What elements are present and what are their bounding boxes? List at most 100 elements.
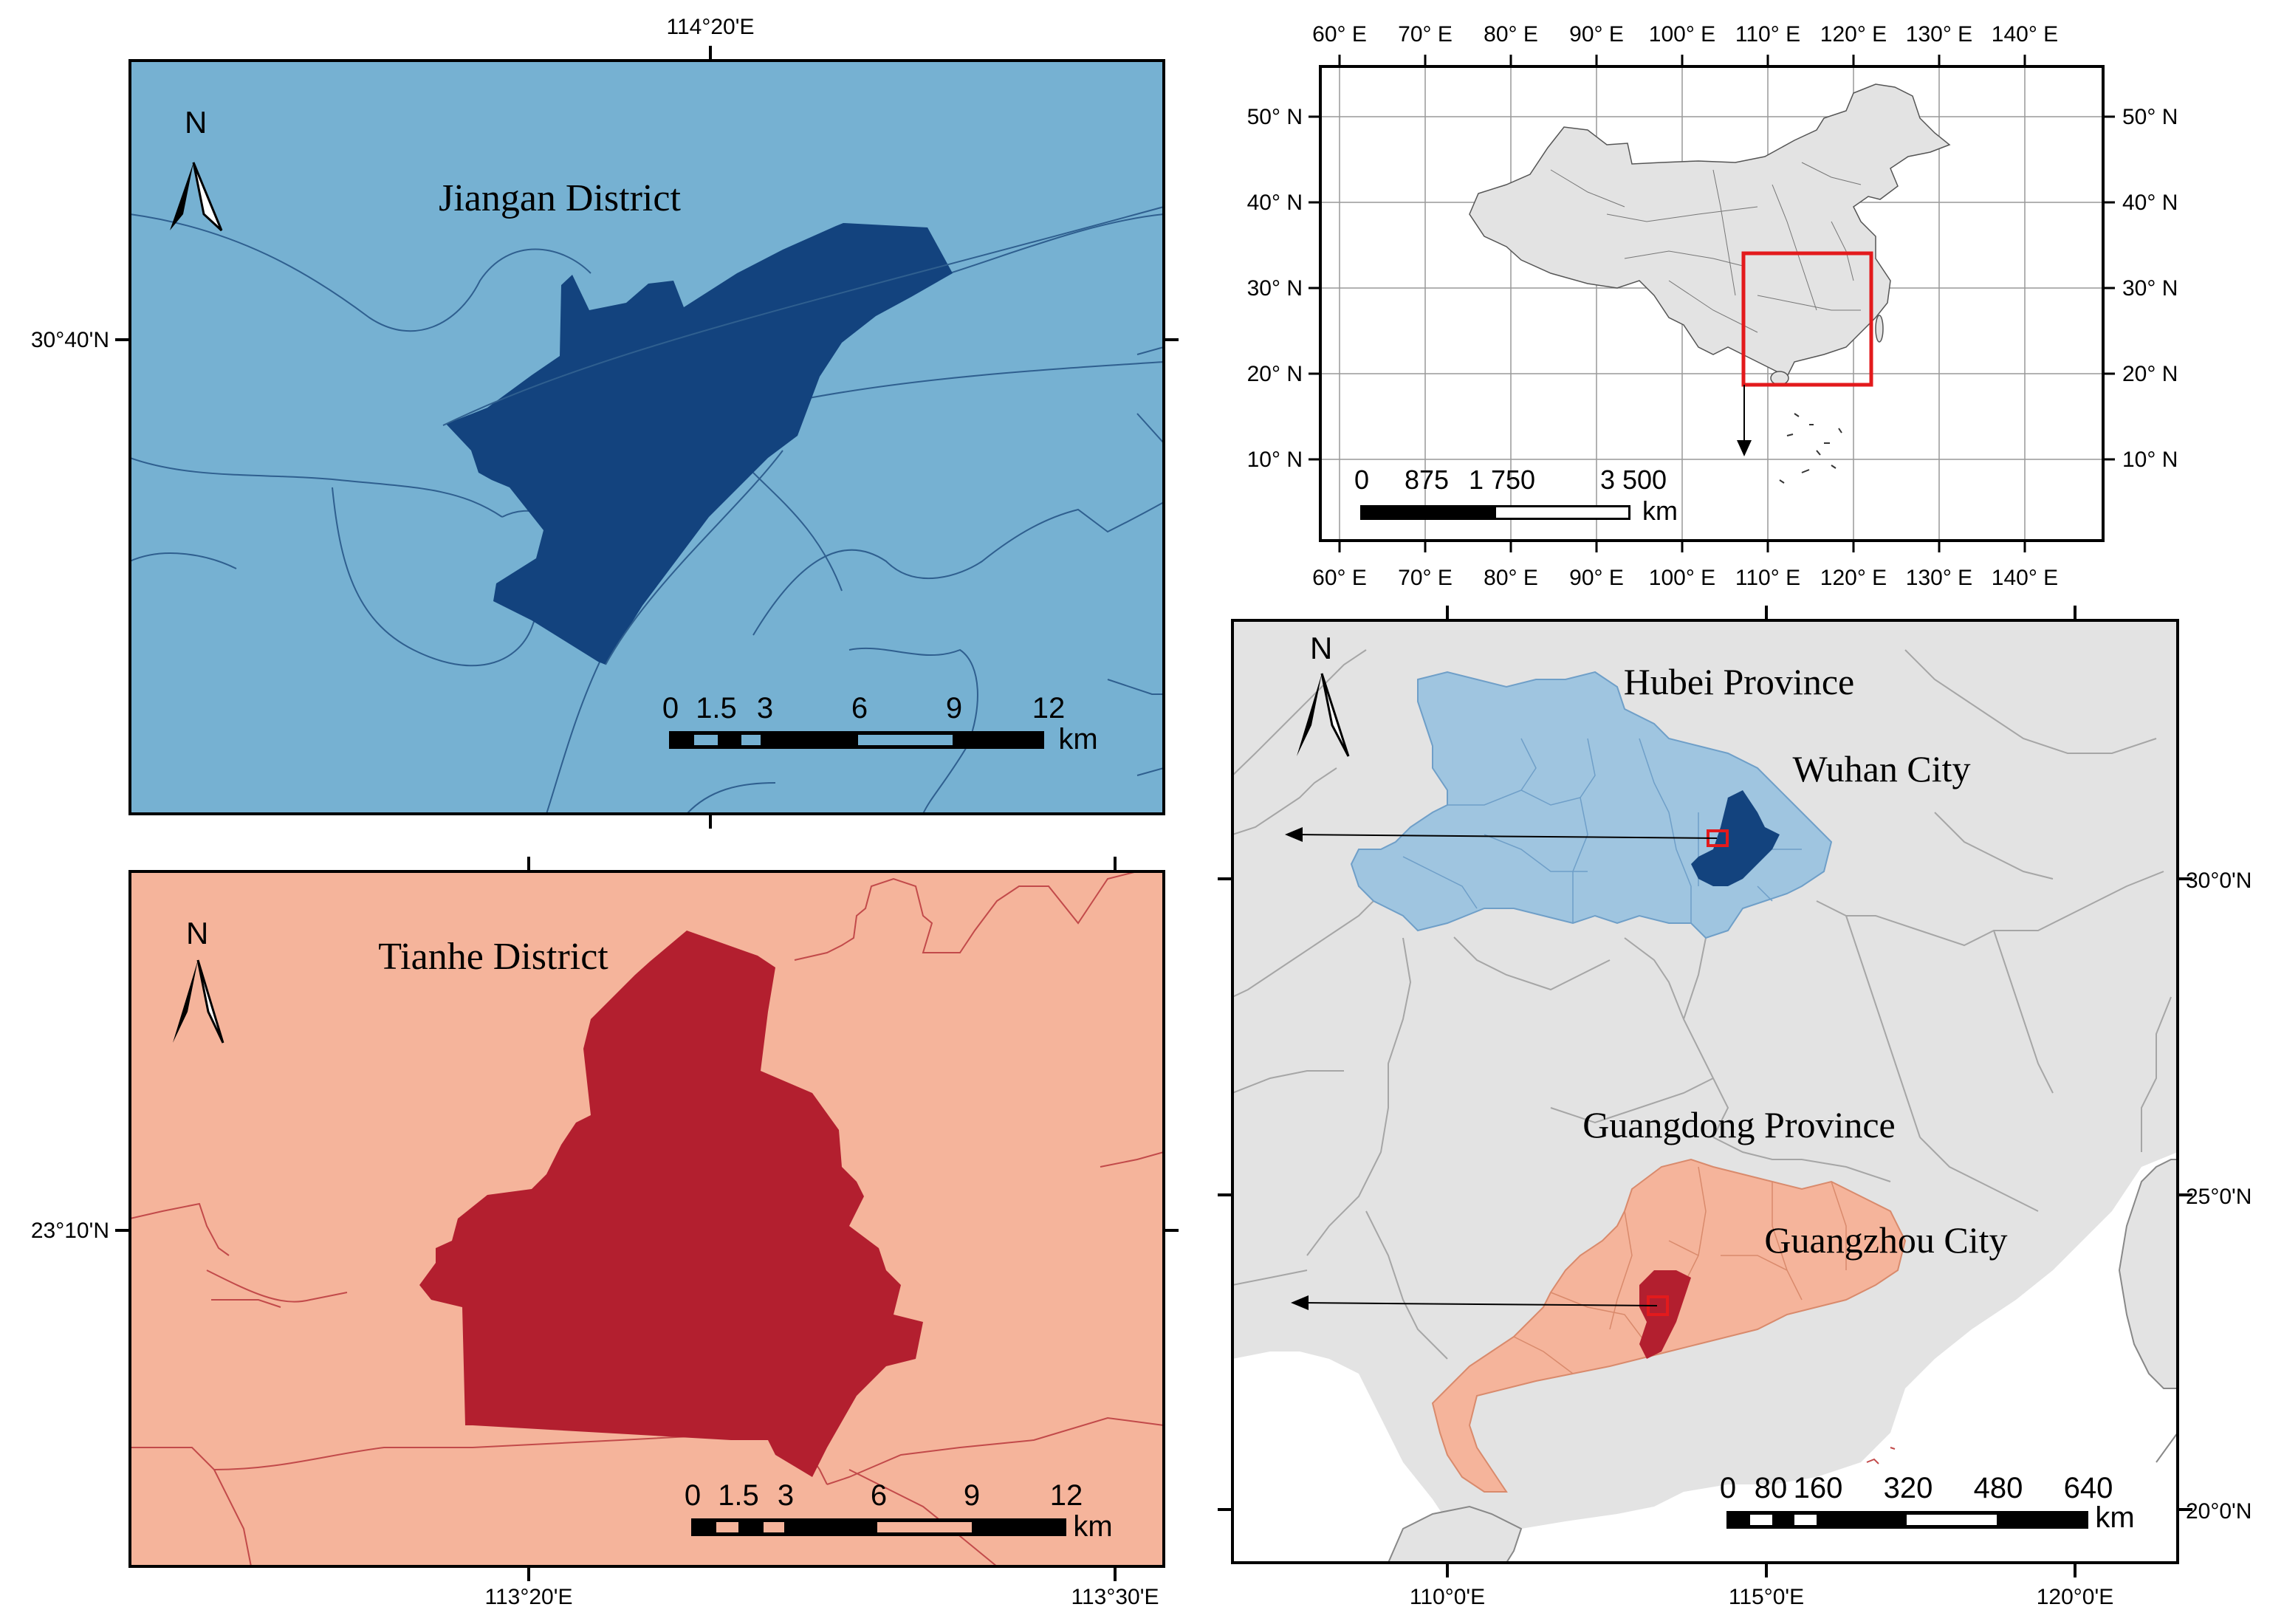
svg-text:6: 6 xyxy=(851,692,868,724)
jiangan-panel: N Jiangan District 0 1.5 3 6 9 12 km xyxy=(31,15,1179,829)
jiangan-frame xyxy=(128,59,1165,815)
china-panel: 0 875 1 750 3 500 km xyxy=(1247,22,2178,590)
region-frame xyxy=(1231,619,2179,1564)
jiangan-title: Jiangan District xyxy=(439,177,681,219)
svg-text:110°0'E: 110°0'E xyxy=(1410,1585,1485,1609)
region-bottom-lon-labels: 110°0'E 115°0'E 120°0'E xyxy=(1410,1585,2113,1609)
region-scale-bar: 0 80 160 320 480 640 km xyxy=(1720,1472,2135,1534)
jiangan-top-lon-label: 114°20'E xyxy=(667,15,755,39)
svg-text:100° E: 100° E xyxy=(1649,22,1715,47)
hubei-label: Hubei Province xyxy=(1624,661,1854,702)
china-left-lat-labels: 50° N 40° N 30° N 20° N 10° N xyxy=(1247,105,1303,472)
svg-text:60° E: 60° E xyxy=(1312,566,1367,590)
tianhe-scale-bar: 0 1.5 3 6 9 12 km xyxy=(685,1479,1113,1543)
svg-text:10° N: 10° N xyxy=(1247,448,1303,472)
svg-text:60° E: 60° E xyxy=(1312,22,1367,47)
china-top-lon-labels: 60° E 70° E 80° E 90° E 100° E 110° E 12… xyxy=(1312,22,2058,47)
svg-text:90° E: 90° E xyxy=(1569,566,1624,590)
svg-text:875: 875 xyxy=(1405,465,1449,495)
tianhe-district-shape xyxy=(419,931,923,1477)
svg-text:3: 3 xyxy=(778,1479,794,1512)
svg-text:110° E: 110° E xyxy=(1735,566,1800,590)
guangzhou-label: Guangzhou City xyxy=(1764,1219,2007,1261)
svg-text:120°0'E: 120°0'E xyxy=(2037,1585,2113,1609)
svg-text:130° E: 130° E xyxy=(1906,22,1972,47)
tianhe-lat-label: 23°10'N xyxy=(31,1219,109,1243)
svg-text:6: 6 xyxy=(871,1479,887,1512)
guangdong-label: Guangdong Province xyxy=(1582,1104,1896,1145)
svg-text:115°0'E: 115°0'E xyxy=(1729,1585,1804,1609)
svg-text:80: 80 xyxy=(1755,1472,1788,1504)
tianhe-lon-label-1: 113°20'E xyxy=(485,1585,573,1609)
tianhe-frame xyxy=(128,870,1165,1568)
tianhe-lon-label-2: 113°30'E xyxy=(1071,1585,1159,1609)
tianhe-panel: N Tianhe District 0 1.5 3 6 9 12 km xyxy=(31,857,1179,1609)
china-bottom-lon-labels: 60° E 70° E 80° E 90° E 100° E 110° E 12… xyxy=(1312,566,2058,590)
hainan-island xyxy=(1387,1505,1523,1563)
svg-text:1.5: 1.5 xyxy=(696,692,737,724)
svg-text:12: 12 xyxy=(1050,1479,1083,1512)
svg-text:N: N xyxy=(1310,631,1332,665)
svg-text:480: 480 xyxy=(1974,1472,2023,1504)
north-arrow-icon: N xyxy=(173,916,224,1044)
svg-text:20° N: 20° N xyxy=(2122,362,2178,386)
china-frame xyxy=(1319,65,2105,542)
north-arrow-icon: N xyxy=(170,105,223,232)
svg-text:1 750: 1 750 xyxy=(1469,465,1535,495)
svg-text:320: 320 xyxy=(1884,1472,1933,1504)
svg-text:N: N xyxy=(185,105,207,140)
region-province-lines xyxy=(1232,649,2172,1360)
svg-text:1.5: 1.5 xyxy=(718,1479,759,1512)
region-panel: N Hubei Province Wuhan City Guangdong Pr… xyxy=(1218,606,2252,1609)
svg-text:0: 0 xyxy=(1354,465,1369,495)
svg-text:0: 0 xyxy=(685,1479,701,1512)
svg-text:130° E: 130° E xyxy=(1906,566,1972,590)
tianhe-title: Tianhe District xyxy=(378,936,608,978)
svg-text:40° N: 40° N xyxy=(2122,191,2178,215)
svg-text:40° N: 40° N xyxy=(1247,191,1303,215)
region-right-lat-labels: 30°0'N 25°0'N 20°0'N xyxy=(2186,868,2252,1524)
svg-text:3 500: 3 500 xyxy=(1600,465,1667,495)
jiangan-lat-label: 30°40'N xyxy=(31,328,109,352)
svg-text:50° N: 50° N xyxy=(1247,105,1303,129)
taiwan-island xyxy=(2118,1159,2178,1389)
jiangan-boundaries xyxy=(130,213,1164,814)
svg-text:50° N: 50° N xyxy=(2122,105,2178,129)
svg-text:20° N: 20° N xyxy=(1247,362,1303,386)
svg-text:30° N: 30° N xyxy=(2122,276,2178,301)
china-scale-bar: 0 875 1 750 3 500 km xyxy=(1354,465,1678,526)
svg-text:20°0'N: 20°0'N xyxy=(2186,1499,2252,1524)
svg-text:km: km xyxy=(2095,1501,2134,1534)
china-shape xyxy=(1469,83,1951,378)
svg-text:120° E: 120° E xyxy=(1820,22,1887,47)
svg-text:70° E: 70° E xyxy=(1398,566,1453,590)
svg-text:0: 0 xyxy=(1720,1472,1736,1504)
china-right-lat-labels: 50° N 40° N 30° N 20° N 10° N xyxy=(2122,105,2178,472)
svg-text:30°0'N: 30°0'N xyxy=(2186,868,2252,893)
svg-text:km: km xyxy=(1073,1510,1112,1543)
svg-text:9: 9 xyxy=(964,1479,980,1512)
svg-text:70° E: 70° E xyxy=(1398,22,1453,47)
wuhan-city-shape xyxy=(1691,790,1780,886)
svg-text:120° E: 120° E xyxy=(1820,566,1887,590)
svg-text:12: 12 xyxy=(1032,692,1066,724)
svg-text:9: 9 xyxy=(946,692,962,724)
svg-text:110° E: 110° E xyxy=(1735,22,1800,47)
svg-text:km: km xyxy=(1058,723,1097,756)
svg-text:0: 0 xyxy=(662,692,679,724)
svg-text:140° E: 140° E xyxy=(1992,566,2058,590)
north-arrow-icon: N xyxy=(1297,631,1350,757)
svg-text:90° E: 90° E xyxy=(1569,22,1624,47)
svg-text:640: 640 xyxy=(2064,1472,2113,1504)
svg-text:N: N xyxy=(186,916,208,950)
svg-text:3: 3 xyxy=(757,692,773,724)
jiangan-scale-bar: 0 1.5 3 6 9 12 km xyxy=(662,692,1098,756)
wuhan-label: Wuhan City xyxy=(1792,748,1970,789)
china-highlight-box xyxy=(1741,251,1873,387)
svg-text:140° E: 140° E xyxy=(1992,22,2058,47)
svg-text:160: 160 xyxy=(1794,1472,1843,1504)
svg-text:10° N: 10° N xyxy=(2122,448,2178,472)
svg-text:30° N: 30° N xyxy=(1247,276,1303,301)
svg-text:80° E: 80° E xyxy=(1484,566,1538,590)
